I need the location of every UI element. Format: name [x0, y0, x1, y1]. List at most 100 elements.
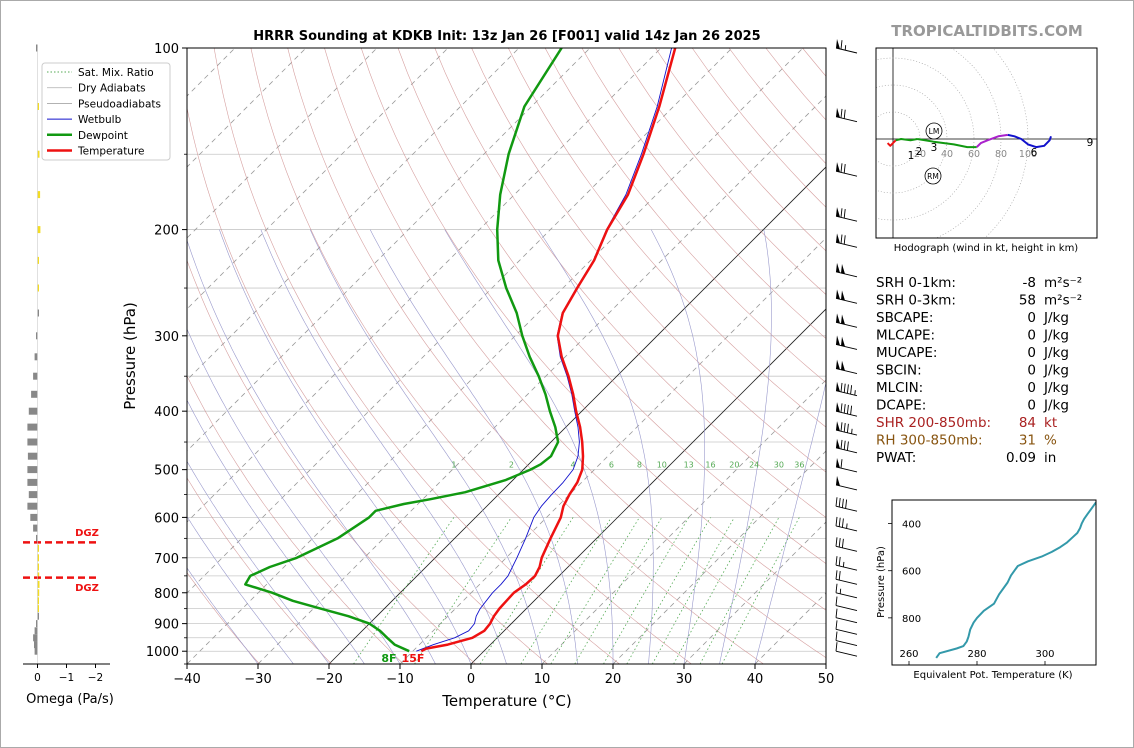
barb-half: [844, 45, 847, 51]
wind-barb: [835, 262, 858, 278]
dry-adiabat-line: [213, 48, 620, 664]
barb-staff: [835, 650, 858, 657]
x-tick-label: 30: [676, 672, 693, 687]
dgz-label-lower: DGZ: [75, 583, 99, 594]
legend-label: Temperature: [77, 146, 145, 158]
parameter-unit: m²s⁻²: [1044, 293, 1082, 309]
wind-barb: [835, 620, 858, 635]
x-tick-label: −10: [386, 672, 413, 687]
mixing-ratio-line: [651, 517, 735, 664]
parameter-value: 58: [1019, 293, 1036, 309]
wind-barb: [835, 207, 858, 222]
barb-full: [840, 439, 843, 450]
skewt-xlabel: Temperature (°C): [441, 692, 571, 710]
legend-label: Sat. Mix. Ratio: [78, 67, 154, 79]
hodograph-ring-label: 40: [941, 149, 953, 160]
barb-full: [843, 235, 846, 245]
hodograph-ring-label: 20: [914, 149, 926, 160]
wind-barb: [835, 457, 858, 473]
barb-full: [843, 423, 846, 433]
hodograph-height-label: 3: [931, 142, 938, 154]
wind-barb: [835, 313, 858, 328]
hodograph-ring: [876, 84, 948, 194]
surface-temperature-label: 15F: [402, 652, 425, 665]
y-tick-label: 300: [154, 330, 179, 345]
omega-bar: [37, 309, 39, 317]
skewt-ylabel: Pressure (hPa): [121, 302, 139, 410]
barb-full: [841, 518, 844, 528]
barb-flag: [836, 313, 840, 324]
parameter-unit: J/kg: [1043, 328, 1069, 344]
surface-dewpoint-label: 8F: [381, 652, 396, 665]
barb-staff: [835, 545, 858, 552]
x-tick-label: 20: [605, 672, 622, 687]
omega-xlabel: Omega (Pa/s): [26, 692, 114, 707]
theta-e-x-tick-label: 260: [899, 649, 918, 660]
barb-flag: [836, 475, 840, 486]
skewt-profiles: [244, 48, 677, 653]
barb-full: [846, 423, 849, 433]
omega-bar: [33, 524, 38, 532]
barb-staff: [835, 628, 858, 635]
omega-bar: [37, 150, 40, 158]
y-tick-label: 900: [154, 618, 179, 633]
omega-bar: [28, 407, 38, 415]
parameter-unit: %: [1044, 433, 1057, 449]
isotherm-line: [187, 48, 520, 381]
isotherm-line: [399, 237, 826, 664]
wind-barb: [835, 556, 858, 571]
barb-full: [840, 422, 843, 432]
wind-barbs: [835, 39, 858, 657]
omega-bar: [34, 353, 38, 361]
barb-full: [840, 403, 843, 413]
omega-bar: [33, 634, 38, 642]
mixing-ratio-line: [603, 517, 690, 664]
barb-full: [838, 517, 841, 527]
wind-barb: [835, 438, 858, 454]
barb-staff: [835, 505, 858, 512]
hodograph-height-label: 2: [916, 146, 923, 158]
barb-flag: [841, 264, 845, 274]
barb-full: [835, 596, 838, 606]
omega-bar: [28, 491, 38, 499]
dry-adiabat-line: [187, 106, 548, 664]
barb-full: [835, 631, 838, 641]
wind-barb: [835, 162, 858, 177]
barb-flag: [836, 233, 840, 244]
pseudoadiabat-line: [187, 399, 365, 664]
barb-flag: [841, 360, 845, 371]
x-tick-label: 50: [818, 672, 835, 687]
parameter-value: 0: [1027, 310, 1036, 326]
wind-barb: [835, 359, 858, 375]
x-tick-label: 0: [467, 672, 475, 687]
barb-full: [838, 571, 841, 581]
storm-motion-marker: [924, 167, 942, 185]
y-tick-label: 100: [154, 42, 179, 57]
theta-e-x-tick-label: 300: [1035, 649, 1054, 660]
pseudoadiabat-line: [754, 381, 826, 664]
barb-flag: [836, 457, 840, 468]
parameter-label: SRH 0-1km:: [876, 275, 956, 291]
parameter-label: MLCIN:: [876, 380, 923, 396]
wind-barb: [835, 475, 858, 491]
barb-full: [838, 497, 841, 508]
theta-e-ylabel: Pressure (hPa): [876, 546, 887, 618]
omega-bar: [27, 452, 38, 460]
omega-bar: [27, 502, 38, 510]
barb-half: [854, 390, 856, 396]
barb-full: [846, 404, 849, 414]
hodograph-ring-label: 60: [968, 149, 980, 160]
omega-bar: [27, 466, 38, 474]
omega-bar: [37, 589, 40, 597]
legend-label: Dry Adiabats: [78, 83, 146, 95]
hodograph-height-label: 6: [1031, 147, 1038, 159]
barb-full: [840, 234, 843, 244]
pseudoadiabat-line: [650, 229, 706, 664]
barb-full: [846, 384, 849, 394]
barb-staff: [835, 592, 858, 599]
omega-bar: [37, 284, 39, 292]
barb-full: [843, 404, 846, 414]
wind-barb: [835, 631, 858, 646]
omega-bar: [37, 597, 39, 605]
